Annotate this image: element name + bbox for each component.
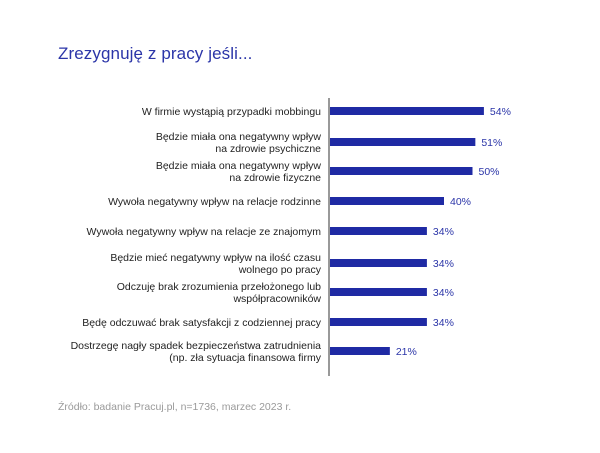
category-label: wolnego po pracy [238,264,322,276]
bar [330,347,390,355]
category-label: na zdrowie fizyczne [229,172,321,184]
value-label: 40% [450,196,471,208]
category-label: Wywoła negatywny wpływ na relacje rodzin… [108,196,321,208]
bar [330,288,427,296]
bar [330,197,444,205]
value-label: 34% [433,226,454,238]
value-label: 50% [479,166,500,178]
category-label: W firmie wystąpią przypadki mobbingu [142,106,321,118]
value-label: 34% [433,317,454,329]
source-note: Źródło: badanie Pracuj.pl, n=1736, marze… [58,401,292,413]
category-label: na zdrowie psychiczne [215,143,321,155]
category-label: Wywoła negatywny wpływ na relacje ze zna… [87,226,322,238]
value-label: 34% [433,287,454,299]
category-label: (np. zła sytuacja finansowa firmy [169,352,321,364]
bar [330,318,427,326]
category-label: Dostrzegę nagły spadek bezpieczeństwa za… [71,340,322,352]
category-label: Będzie miała ona negatywny wpływ [156,160,322,172]
value-label: 34% [433,258,454,270]
category-label: Odczuję brak zrozumienia przełożonego lu… [117,281,321,293]
category-label: Będzie mieć negatywny wpływ na ilość cza… [110,252,321,264]
bar [330,227,427,235]
value-label: 54% [490,106,511,118]
category-label: Będzie miała ona negatywny wpływ [156,131,322,143]
category-label: współpracowników [232,293,321,305]
chart-title: Zrezygnuję z pracy jeśli... [58,44,253,63]
value-label: 21% [396,346,417,358]
bar [330,138,476,146]
value-label: 51% [481,137,502,149]
bar [330,259,427,267]
bar [330,107,484,115]
category-label: Będę odczuwać brak satysfakcji z codzien… [82,317,321,329]
bar [330,167,473,175]
